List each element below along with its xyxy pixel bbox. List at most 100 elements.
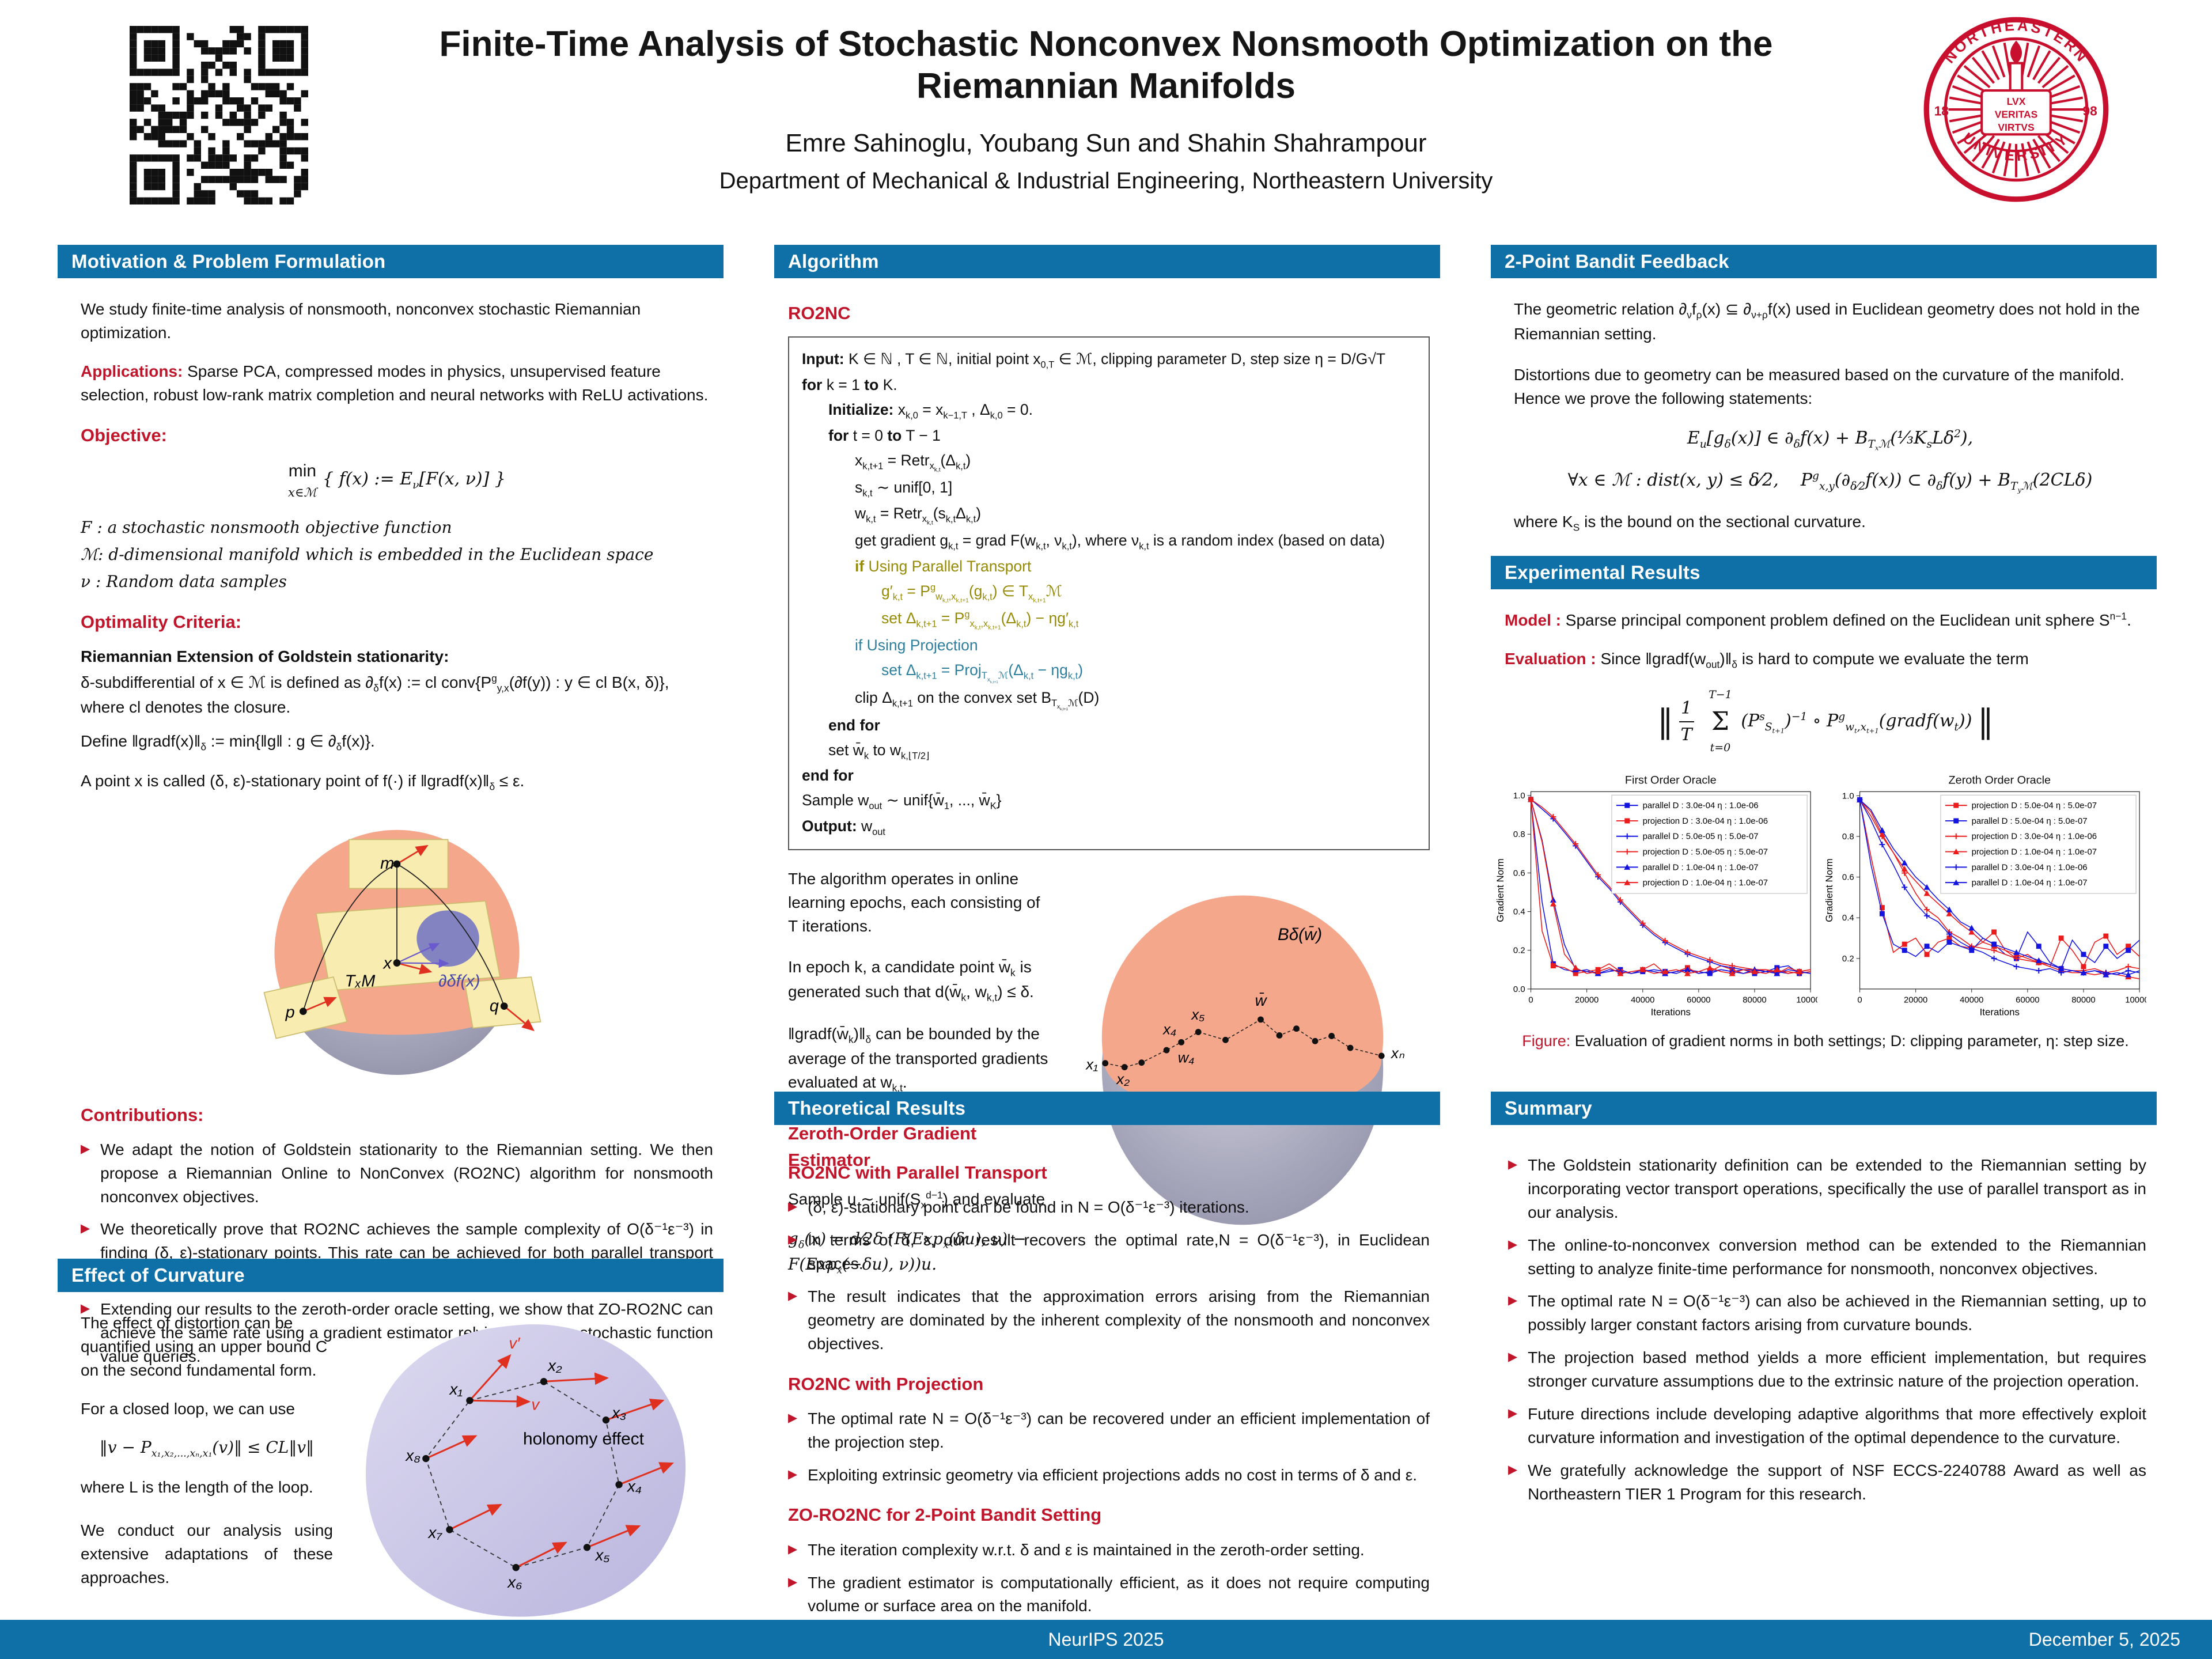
label-q: q	[490, 997, 499, 1015]
objective-label: Objective:	[81, 425, 167, 445]
svg-text:parallel D : 5.0e-04 η : 5.0e: parallel D : 5.0e-04 η : 5.0e-07	[1972, 816, 2088, 825]
svg-text:Gradient Norm: Gradient Norm	[1824, 858, 1835, 922]
svg-text:1.0: 1.0	[1513, 791, 1525, 800]
svg-text:80000: 80000	[1743, 995, 1766, 1005]
section-theory: Theoretical Results RO2NC with Parallel …	[774, 1092, 1440, 1627]
formula-body: (PsSt+1)−1 ∘ Pgwt,xt+1(gradf(wt))	[1741, 710, 1972, 735]
first-order-oracle-chart: First Order Oracle 0.0 0.2 0.4 0.6 0.8 1.0 0 200…	[1495, 774, 1817, 1017]
bandit-p2: Distortions due to geometry can be measu…	[1514, 365, 2124, 407]
svg-text:1.0: 1.0	[1842, 791, 1854, 801]
label-x2: x₂	[1115, 1071, 1130, 1088]
section-header-algorithm: Algorithm	[774, 245, 1440, 278]
sum-upper: T−1	[1709, 688, 1732, 701]
holonomy-formula: ‖v − Px₁,x₂,...,xₙ,x₁(v)‖ ≤ CL‖v‖	[99, 1437, 315, 1460]
bullet-item: ▶ Future directions include developing ad…	[1508, 1404, 2146, 1446]
caption-label: Figure:	[1522, 1032, 1571, 1050]
bullet-item: ▶ In terms of δ, ε, our result recovers t…	[788, 1231, 1430, 1272]
algorithm-note-1: The algorithm operates in online learnin…	[788, 870, 1040, 935]
title-line2: Riemannian Manifolds	[916, 66, 1296, 107]
summary-list: ▶ The Goldstein stationarity definition c…	[1508, 1154, 2146, 1506]
pseudocode-line: for t = 0 to T − 1	[828, 427, 941, 445]
candidate-ball-figure: Bδ(w̄) w̄ x₅ x₄ w₄ x₁ x₂ xₙ	[1085, 895, 1405, 1225]
definition-F: F : a stochastic nonsmooth objective fun…	[81, 518, 452, 537]
svg-text:0.8: 0.8	[1842, 832, 1854, 841]
applications-paragraph: Applications: Sparse PCA, compressed mod…	[81, 360, 713, 407]
qr-code	[130, 26, 308, 204]
holonomy-figure: x₁ x₂ x₃ x₄ x₅ x₆ x₇ x₈ v v′ holonomy ef…	[365, 1324, 686, 1617]
algorithm-name: RO2NC	[788, 303, 851, 323]
caption-text: Evaluation of gradient norms in both set…	[1574, 1032, 2129, 1050]
section-motivation: Motivation & Problem Formulation We stud…	[58, 245, 724, 1378]
label-x6: x₆	[506, 1573, 522, 1591]
experiment-charts: First Order Oracle 0.0 0.2 0.4 0.6 0.8 1.0 0 200…	[1494, 771, 2146, 1022]
theory-bullet-list: ▶ The optimal rate N = O(δ⁻¹ε⁻³) can be r…	[788, 1407, 1430, 1487]
contributions-label: Contributions:	[81, 1104, 204, 1125]
svg-text:40000: 40000	[1631, 995, 1654, 1005]
label-x5: x₅	[1190, 1007, 1205, 1023]
pseudocode-line: set Δk,t+1 = Pgxk,t,xk,t+1(Δk,t) − ηg′k,…	[881, 609, 1079, 631]
model-text: Sparse principal component problem defin…	[1565, 610, 2131, 629]
curvature-p1: The effect of distortion can be quantifi…	[81, 1314, 328, 1379]
section-algorithm: Algorithm RO2NC Input: K ∈ ℕ , T ∈ ℕ, in…	[774, 245, 1440, 1293]
pseudocode-line: end for	[802, 767, 854, 785]
sum-operator: Σ	[1711, 706, 1729, 736]
seal-year-right: 98	[2083, 103, 2097, 118]
label-holonomy-effect: holonomy effect	[523, 1429, 645, 1448]
objective-body: { f(x) := Eν[F(x, ν)] }	[322, 468, 506, 491]
page-title: Finite-Time Analysis of Stochastic Nonco…	[357, 23, 1855, 107]
svg-text:80000: 80000	[2071, 995, 2095, 1005]
label-x1: x₁	[1085, 1057, 1098, 1073]
bullet-item: ▶ The Goldstein stationarity definition c…	[1508, 1156, 2146, 1221]
stationary-definition: A point x is called (δ, ε)-stationary po…	[81, 771, 525, 793]
svg-text:0.8: 0.8	[1513, 830, 1525, 839]
bandit-formula-1: Eu[gδ(x)] ∈ ∂δf(x) + BTxℳ(⅓KsLδ2),	[1687, 427, 1974, 452]
title-line1: Finite-Time Analysis of Stochastic Nonco…	[439, 24, 1773, 64]
svg-text:Iterations: Iterations	[1651, 1006, 1691, 1017]
label-v-prime: v′	[509, 1334, 520, 1352]
section-header-summary: Summary	[1491, 1092, 2157, 1125]
section-header-motivation: Motivation & Problem Formulation	[58, 245, 724, 278]
tangent-plane-p	[263, 976, 348, 1039]
svg-text:projection D : 1.0e-04 η : 1.0: projection D : 1.0e-04 η : 1.0e-07	[1972, 847, 2097, 857]
delta-ball-cap	[1101, 895, 1384, 1116]
definition-manifold: ℳ: d-dimensional manifold which is embed…	[81, 545, 654, 565]
pseudocode-line: wk,t = Retrxk,t(sk,tΔk,t)	[855, 504, 982, 527]
label-m: m	[380, 854, 394, 873]
label-xn: xₙ	[1390, 1046, 1405, 1062]
zeroth-order-sample: Sample u ∼ unif(Sxd−1) and evaluate	[788, 1189, 1046, 1211]
svg-text:First Order Oracle: First Order Oracle	[1625, 774, 1717, 786]
curvature-p4: We conduct our analysis using extensive …	[81, 1521, 333, 1587]
label-x4: x₄	[1162, 1022, 1176, 1038]
pseudocode-box: Input: K ∈ ℕ , T ∈ ℕ, initial point x0,T…	[788, 336, 1430, 851]
footer-conference: NeurIPS 2025	[1048, 1629, 1164, 1650]
svg-text:projection D : 3.0e-04 η : 1.0: projection D : 3.0e-04 η : 1.0e-06	[1643, 816, 1768, 825]
svg-text:0.4: 0.4	[1513, 907, 1525, 916]
label-x4: x₄	[626, 1478, 642, 1495]
motivation-intro: We study finite-time analysis of nonsmoo…	[81, 300, 641, 342]
label-x3: x₃	[611, 1404, 626, 1422]
pseudocode-line: Output: wout	[802, 817, 885, 838]
definition-nu: ν : Random data samples	[81, 571, 287, 591]
figure-caption: Figure: Evaluation of gradient norms in …	[1505, 1030, 2146, 1052]
label-x7: x₇	[427, 1524, 442, 1541]
bullet-item: ▶ The iteration complexity w.r.t. δ and ε…	[788, 1540, 1365, 1559]
svg-text:0.0: 0.0	[1513, 984, 1525, 994]
bandit-formula-2: ∀x ∈ ℳ : dist(x, y) ≤ δ⁄2, Pgx,y(∂δ⁄2f(x…	[1567, 470, 2093, 494]
section-bandit: 2-Point Bandit Feedback The geometric re…	[1491, 245, 2157, 550]
svg-text:parallel D : 1.0e-04 η : 1.0e-: parallel D : 1.0e-04 η : 1.0e-07	[1972, 878, 2088, 888]
seal-motto-3: VIRTVS	[1998, 122, 2034, 133]
svg-text:0.2: 0.2	[1842, 954, 1854, 963]
section-header-theory: Theoretical Results	[774, 1092, 1440, 1125]
objective-formula: min x∈ℳ { f(x) := Eν[F(x, ν)] }	[81, 459, 713, 501]
section-curvature: Effect of Curvature The effect of distor…	[58, 1259, 724, 1626]
applications-text: Sparse PCA, compressed modes in physics,…	[81, 362, 709, 404]
seal-motto-2: VERITAS	[1995, 108, 2038, 120]
evaluation-text: Since ‖gradf(wout)‖δ is hard to compute …	[1600, 649, 2029, 671]
label-x: x	[382, 954, 393, 972]
section-header-bandit: 2-Point Bandit Feedback	[1491, 245, 2157, 278]
model-label: Model :	[1505, 611, 1561, 629]
svg-text:Iterations: Iterations	[1980, 1006, 2020, 1017]
pseudocode-input: Input: K ∈ ℕ , T ∈ ℕ, initial point x0,T…	[802, 350, 1386, 370]
bullet-item: ▶ We gratefully acknowledge the support o…	[1508, 1461, 2146, 1503]
